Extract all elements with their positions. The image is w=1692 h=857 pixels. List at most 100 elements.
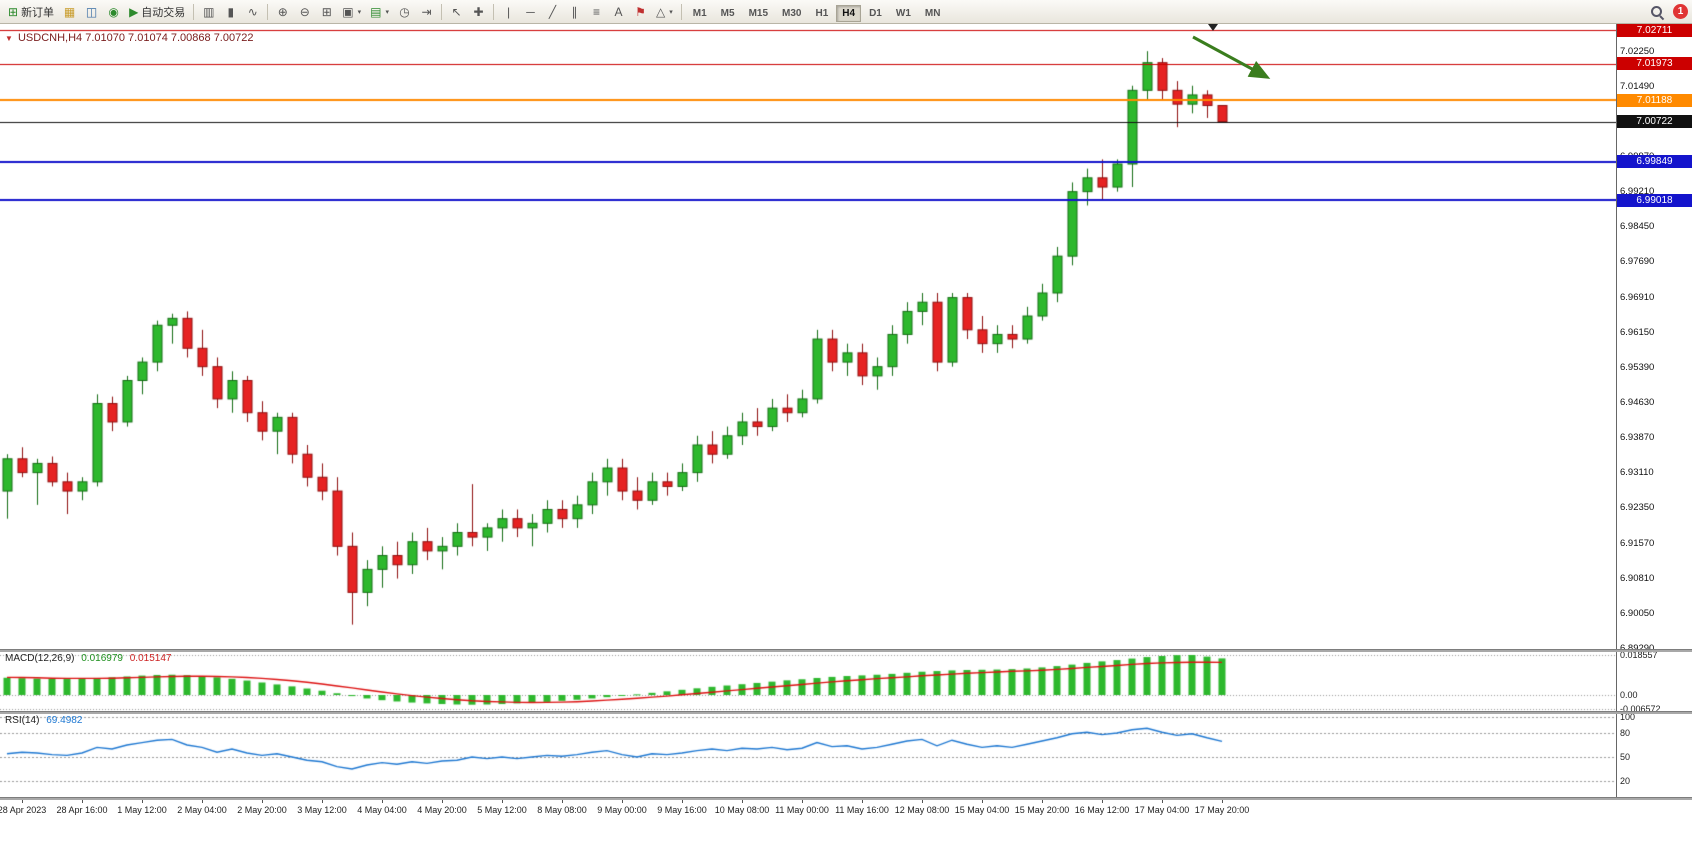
toolbar-separator (680, 3, 682, 20)
cascade-windows-button[interactable]: ▣ ▾ (338, 2, 365, 22)
notification-badge[interactable]: 1 (1673, 4, 1688, 19)
chevron-down-icon: ▾ (385, 8, 390, 16)
price-scale-label: 6.91570 (1620, 538, 1655, 550)
toolbar-separator (193, 3, 195, 20)
chart-shift-marker[interactable] (1208, 24, 1218, 31)
price-scale-label: 6.93110 (1620, 467, 1654, 479)
price-scale-label: 7.02250 (1620, 46, 1655, 58)
candlestick-chart-icon: ▮ (227, 4, 235, 19)
profile-button[interactable]: ▦ (59, 2, 80, 22)
new-order-icon: ⊞ (8, 4, 19, 19)
text-button[interactable]: A (608, 2, 629, 22)
shapes-icon: △ (656, 4, 666, 19)
candlestick-chart-button[interactable]: ▮ (220, 2, 241, 22)
timeframe-button-H1[interactable]: H1 (815, 7, 829, 19)
timeframe-button-H4[interactable]: H4 (836, 4, 862, 22)
new-chart-button[interactable]: ▤ ▾ (366, 2, 393, 22)
cursor-button[interactable]: ↖ (446, 2, 467, 22)
time-axis-tick (22, 799, 23, 803)
price-line-value-box[interactable]: 7.02711 (1617, 24, 1692, 37)
vertical-line-button[interactable]: | (498, 2, 519, 22)
panel-separator[interactable] (0, 649, 1692, 652)
timeframe-button-W1[interactable]: W1 (895, 7, 911, 19)
timeframe-button-MN[interactable]: MN (924, 7, 941, 19)
autotrading-icon: ▶ (129, 4, 139, 19)
time-axis-label: 2 May 20:00 (237, 805, 287, 815)
trendline-button[interactable]: ╱ (542, 2, 563, 22)
autotrading-button[interactable]: ▶ 自动交易 (125, 2, 189, 22)
trend-arrow-annotation[interactable] (1185, 32, 1285, 90)
macd-name: MACD(12,26,9) (5, 653, 75, 664)
time-axis-label: 9 May 00:00 (597, 805, 647, 815)
new-order-button[interactable]: ⊞ 新订单 (4, 2, 58, 22)
price-line-value-box[interactable]: 7.00722 (1617, 115, 1692, 129)
timeframe-button-M5[interactable]: M5 (720, 7, 735, 19)
panel-separator[interactable] (0, 711, 1692, 714)
price-line-value-box[interactable]: 7.01973 (1617, 57, 1692, 71)
crosshair-button[interactable]: ✚ (468, 2, 489, 22)
price-scale-label: 7.01490 (1620, 81, 1655, 93)
rsi-indicator-canvas[interactable] (0, 713, 1616, 797)
price-chart-canvas[interactable] (0, 24, 1616, 649)
bar-chart-button[interactable]: ▥ (198, 2, 219, 22)
autotrading-label: 自动交易 (141, 6, 186, 19)
time-axis-label: 10 May 08:00 (714, 805, 770, 815)
timeframe-button-M1[interactable]: M1 (692, 7, 707, 19)
price-scale-label: 6.99210 (1620, 186, 1655, 198)
profile-icon: ▦ (63, 4, 76, 19)
shapes-button[interactable]: △ ▾ (652, 2, 677, 22)
cascade-windows-icon: ▣ (342, 4, 354, 19)
horizontal-line-icon: ─ (526, 4, 535, 19)
clock-button[interactable]: ◷ (394, 2, 415, 22)
chart-ohlc-label: 7.01070 7.01074 7.00868 7.00722 (85, 32, 254, 44)
text-icon: A (614, 4, 623, 19)
time-axis-label: 8 May 08:00 (537, 805, 587, 815)
price-line-value-box[interactable]: 6.99018 (1617, 193, 1692, 207)
market-watch-button[interactable]: ◉ (103, 2, 124, 22)
panel-separator[interactable] (0, 797, 1692, 800)
price-scale-label: 20 (1620, 776, 1631, 786)
vertical-line-icon: | (506, 4, 511, 19)
rsi-indicator-label: RSI(14) 69.4982 (5, 715, 82, 726)
trendline-icon: ╱ (548, 4, 557, 19)
price-scale-label: 6.94630 (1620, 397, 1655, 409)
time-axis-tick (922, 799, 923, 803)
fibonacci-button[interactable]: ≡ (586, 2, 607, 22)
search-button[interactable] (1646, 2, 1668, 22)
symbol-marker-icon: ▼ (5, 34, 13, 43)
line-chart-button[interactable]: ∿ (242, 2, 263, 22)
time-axis-tick (742, 799, 743, 803)
data-window-button[interactable]: ◫ (81, 2, 102, 22)
price-scale-label: 0.00 (1620, 690, 1638, 700)
time-axis-label: 28 Apr 16:00 (56, 805, 108, 815)
timeframe-button-M15[interactable]: M15 (748, 7, 769, 19)
tile-windows-button[interactable]: ⊞ (316, 2, 337, 22)
chart-shift-icon: ⇥ (421, 4, 432, 19)
channel-icon: ∥ (571, 4, 578, 19)
toolbar-separator (441, 3, 443, 20)
timeframe-button-D1[interactable]: D1 (869, 7, 882, 19)
timeframe-button-M30[interactable]: M30 (782, 7, 802, 19)
horizontal-line-button[interactable]: ─ (520, 2, 541, 22)
time-axis-tick (562, 799, 563, 803)
price-line-value-box[interactable]: 7.01188 (1617, 93, 1692, 107)
price-scale[interactable]: 7.022507.014907.007306.999706.992106.984… (1616, 24, 1692, 797)
data-window-icon: ◫ (85, 4, 98, 19)
time-axis[interactable]: 28 Apr 2023 28 Apr 16:00 1 May 12:00 2 May … (0, 799, 1616, 821)
zoom-in-button[interactable]: ⊕ (272, 2, 293, 22)
time-axis-tick (382, 799, 383, 803)
price-scale-label: 6.90810 (1620, 573, 1655, 585)
zoom-in-icon: ⊕ (277, 4, 288, 19)
bar-chart-icon: ▥ (203, 4, 215, 19)
time-axis-tick (322, 799, 323, 803)
time-axis-label: 28 Apr 2023 (0, 805, 47, 815)
chart-shift-button[interactable]: ⇥ (416, 2, 437, 22)
price-line-value-box[interactable]: 6.99849 (1617, 155, 1692, 169)
channel-button[interactable]: ∥ (564, 2, 585, 22)
time-axis-tick (142, 799, 143, 803)
zoom-out-button[interactable]: ⊖ (294, 2, 315, 22)
text-label-button[interactable]: ⚑ (630, 2, 651, 22)
macd-indicator-canvas[interactable] (0, 651, 1616, 711)
time-axis-label: 16 May 12:00 (1074, 805, 1130, 815)
